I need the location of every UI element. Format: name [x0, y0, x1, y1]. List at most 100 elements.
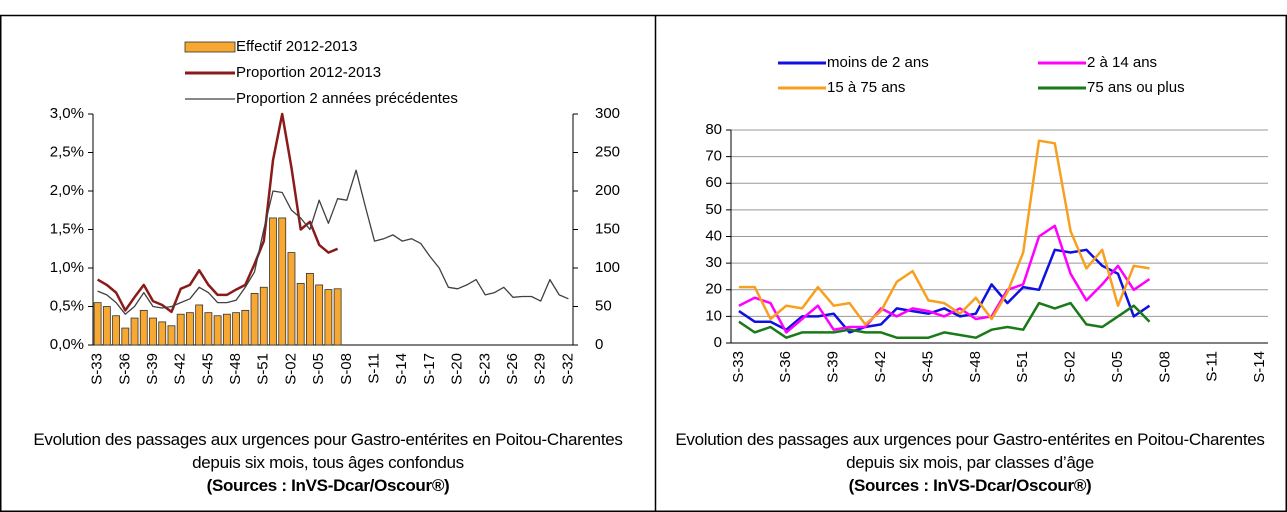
x-tick-label: S-48	[967, 351, 984, 383]
x-tick-label: S-17	[421, 353, 438, 385]
y-tick-label: 60	[705, 174, 722, 191]
caption-block: Evolution des passages aux urgences pour…	[660, 428, 1280, 497]
y2-tick-label: 0	[595, 336, 603, 353]
x-tick-label: S-33	[730, 351, 747, 383]
legend-label: Proportion 2 années précédentes	[236, 90, 458, 107]
x-tick-label: S-05	[310, 353, 327, 385]
bar	[296, 282, 305, 346]
y-tick-label: 30	[705, 254, 722, 271]
series-line	[738, 301, 1151, 339]
bar	[158, 321, 167, 346]
bar	[112, 315, 120, 346]
y-tick-label: 40	[705, 227, 722, 244]
bar	[186, 312, 194, 346]
bar	[241, 309, 250, 346]
bar	[204, 312, 213, 346]
x-tick-label: S-42	[172, 353, 189, 385]
x-tick-label: S-02	[282, 353, 299, 385]
bar	[315, 284, 324, 346]
bar	[278, 217, 287, 346]
series-line	[738, 248, 1151, 334]
x-tick-label: S-48	[227, 353, 244, 385]
x-tick-label: S-45	[919, 351, 936, 383]
x-tick-label: S-45	[199, 353, 216, 385]
series-line	[738, 139, 1150, 326]
x-tick-label: S-51	[1014, 351, 1031, 383]
x-tick-label: S-08	[1156, 351, 1173, 383]
x-tick-label: S-11	[1204, 351, 1221, 382]
y2-tick-label: 100	[595, 259, 620, 276]
y-tick-label: 0	[714, 334, 722, 351]
bar	[222, 313, 231, 346]
y-tick-label: 3,0%	[50, 105, 84, 122]
x-tick-label: S-42	[872, 351, 889, 383]
bar	[167, 325, 176, 346]
x-tick-label: S-14	[393, 353, 410, 385]
y-tick-label: 20	[705, 281, 722, 298]
x-tick-label: S-11	[366, 353, 383, 384]
y-tick-label: 50	[705, 201, 722, 218]
bar	[195, 304, 204, 346]
x-tick-label: S-29	[532, 353, 549, 385]
y-tick-label: 2,5%	[50, 143, 84, 160]
bar	[213, 315, 222, 346]
bar	[176, 313, 185, 346]
x-tick-label: S-32	[559, 353, 576, 385]
x-tick-label: S-20	[449, 353, 466, 385]
x-tick-label: S-02	[1062, 351, 1079, 383]
bar	[139, 309, 148, 346]
caption-block: Evolution des passages aux urgences pour…	[18, 428, 638, 497]
y-tick-label: 10	[705, 307, 722, 324]
legend-label: Proportion 2012-2013	[236, 64, 381, 81]
x-tick-label: S-14	[1251, 351, 1268, 383]
bar	[333, 288, 342, 346]
y2-tick-label: 300	[595, 105, 620, 122]
source: (Sources : InVS-Dcar/Oscour®)	[206, 476, 450, 495]
caption: Evolution des passages aux urgences pour…	[675, 430, 1265, 472]
bar	[130, 317, 139, 346]
x-tick-label: S-36	[116, 353, 133, 385]
y2-tick-label: 50	[595, 297, 612, 314]
legend-label: moins de 2 ans	[827, 54, 929, 71]
bar	[259, 286, 268, 346]
bar	[324, 289, 333, 346]
legend-swatch	[184, 41, 236, 53]
y2-tick-label: 250	[595, 143, 620, 160]
series-line	[96, 112, 339, 314]
bar	[287, 252, 296, 346]
legend-label: 2 à 14 ans	[1087, 54, 1157, 71]
y-tick-label: 0,5%	[50, 297, 84, 314]
y-tick-label: 1,5%	[50, 220, 84, 237]
y-tick-label: 80	[705, 121, 722, 138]
bar	[121, 327, 130, 346]
bar	[93, 302, 102, 346]
x-tick-label: S-05	[1109, 351, 1126, 383]
x-tick-label: S-36	[777, 351, 794, 383]
x-tick-label: S-39	[144, 353, 161, 385]
caption: Evolution des passages aux urgences pour…	[33, 430, 623, 472]
series-line	[97, 169, 569, 315]
bar	[306, 272, 314, 346]
y-tick-label: 1,0%	[50, 259, 84, 276]
y2-tick-label: 150	[595, 220, 620, 237]
y-tick-label: 70	[705, 148, 722, 165]
legend-label: Effectif 2012-2013	[236, 38, 357, 55]
y-tick-label: 0,0%	[50, 336, 84, 353]
x-tick-label: S-23	[476, 353, 493, 385]
bar	[250, 293, 259, 346]
x-tick-label: S-33	[89, 353, 106, 385]
legend-label: 75 ans ou plus	[1087, 79, 1185, 96]
series-line	[738, 224, 1151, 334]
bar	[269, 217, 277, 346]
bar	[232, 312, 240, 346]
source: (Sources : InVS-Dcar/Oscour®)	[848, 476, 1092, 495]
x-tick-label: S-51	[255, 353, 272, 385]
y2-tick-label: 200	[595, 182, 620, 199]
x-tick-label: S-08	[338, 353, 355, 385]
x-tick-label: S-39	[825, 351, 842, 383]
bar	[102, 306, 111, 346]
y-tick-label: 2,0%	[50, 182, 84, 199]
bar	[149, 317, 157, 346]
